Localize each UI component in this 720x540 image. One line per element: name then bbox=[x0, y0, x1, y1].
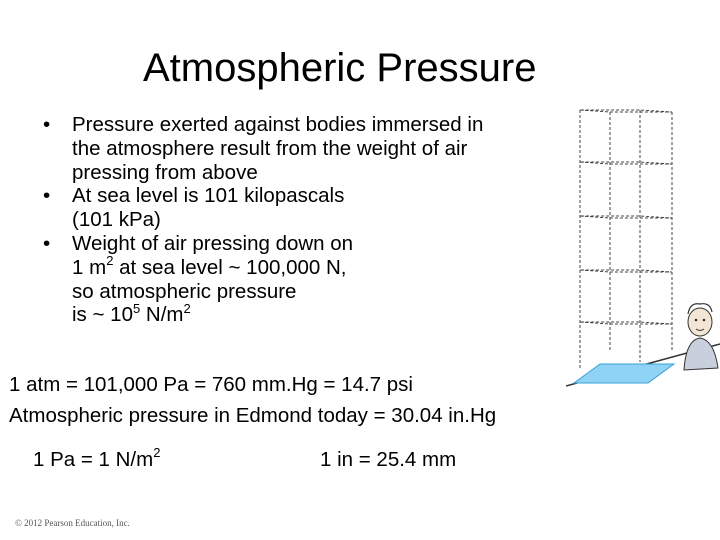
bullet-line: Weight of air pressing down on bbox=[72, 231, 354, 255]
bullet-line: At sea level is 101 kilopascals bbox=[72, 184, 345, 208]
bullet-line: 1 m2 at sea level ~ 100,000 N, bbox=[72, 252, 580, 280]
text-run: 1 Pa = 1 N/m bbox=[33, 448, 154, 471]
air-column-illustration bbox=[566, 109, 720, 387]
text-run: 1 m bbox=[72, 255, 107, 279]
text-run: is ~ 10 bbox=[72, 303, 133, 327]
air-column bbox=[579, 109, 673, 370]
text-run: N/m bbox=[140, 303, 184, 327]
superscript: 2 bbox=[183, 300, 191, 316]
bullet-line: (101 kPa) bbox=[72, 208, 161, 232]
equation-edmond: Atmospheric pressure in Edmond today = 3… bbox=[9, 404, 497, 427]
base-square bbox=[572, 363, 676, 384]
bullet-line: so atmospheric pressure bbox=[72, 279, 297, 303]
bullet-line: is ~ 105 N/m2 bbox=[72, 300, 580, 327]
superscript: 5 bbox=[132, 300, 141, 316]
bullet-item: Weight of air pressing down on 1 m2 at s… bbox=[40, 232, 580, 327]
bullet-line: Pressure exerted against bodies immersed… bbox=[72, 113, 484, 136]
bullet-line: the atmosphere result from the weight of… bbox=[72, 136, 468, 160]
superscript: 2 bbox=[153, 445, 161, 461]
bullet-list: Pressure exerted against bodies immersed… bbox=[40, 113, 580, 327]
bullet-item: At sea level is 101 kilopascals (101 kPa… bbox=[40, 184, 580, 232]
superscript: 2 bbox=[106, 252, 114, 268]
bullet-item: Pressure exerted against bodies immersed… bbox=[40, 113, 580, 184]
text-run: at sea level ~ 100,000 N, bbox=[113, 255, 347, 279]
slide-title: Atmospheric Pressure bbox=[143, 46, 537, 90]
conversion-pa: 1 Pa = 1 N/m2 bbox=[33, 445, 161, 472]
conversion-in: 1 in = 25.4 mm bbox=[320, 448, 457, 471]
bullet-line: pressing from above bbox=[72, 160, 258, 184]
person-illustration bbox=[683, 303, 719, 371]
equation-atm: 1 atm = 101,000 Pa = 760 mm.Hg = 14.7 ps… bbox=[9, 373, 413, 396]
copyright-notice: © 2012 Pearson Education, Inc. bbox=[15, 518, 130, 528]
